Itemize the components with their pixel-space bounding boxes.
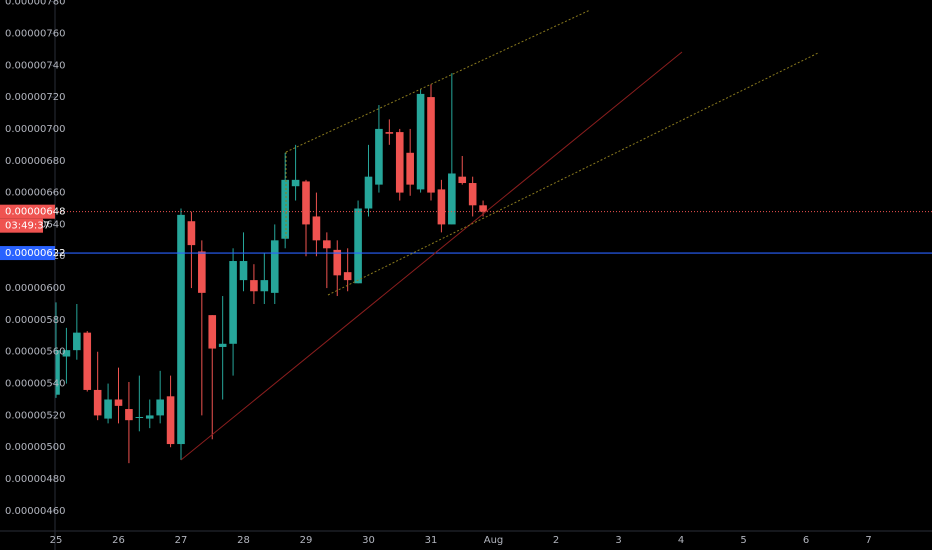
candle-body: [312, 216, 321, 241]
drawings: [180, 9, 819, 461]
y-tick-label: 0.00000780: [5, 0, 65, 8]
trend-line: [180, 51, 683, 461]
candle-body: [62, 350, 71, 357]
x-axis-panel: [0, 531, 932, 550]
x-tick-label: 7: [865, 535, 871, 546]
channel-line: [327, 52, 819, 296]
level-tag-label: 0.00000622: [5, 248, 65, 259]
y-tick-label: 0.00000720: [5, 92, 65, 103]
candle-body: [479, 205, 487, 212]
candle-body: [52, 350, 60, 395]
candle-body: [375, 128, 383, 185]
candle-body: [73, 332, 81, 351]
candle-body: [468, 183, 477, 206]
candle-body: [93, 389, 102, 416]
price-tag-label: 0.00000648: [5, 207, 65, 218]
candle-body: [145, 415, 154, 419]
y-tick-label: 0.00000480: [5, 474, 65, 485]
x-tick-label: 4: [678, 535, 684, 546]
candle-body: [281, 179, 289, 239]
x-tick-label: 25: [50, 535, 63, 546]
y-tick-label: 0.00000680: [5, 156, 65, 167]
candle-body: [458, 176, 467, 184]
candle-body: [333, 249, 342, 276]
candle-body: [302, 181, 310, 225]
y-tick-label: 0.00000740: [5, 60, 65, 71]
candle-body: [239, 261, 248, 281]
candle-body: [385, 132, 394, 134]
x-tick-label: 6: [803, 535, 809, 546]
x-tick-label: 31: [425, 535, 438, 546]
candle-body: [156, 399, 164, 416]
y-tick-label: 0.00000660: [5, 188, 65, 199]
candle-body: [229, 261, 237, 344]
y-tick-label: 0.00000700: [5, 124, 65, 135]
y-tick-label: 0.00000560: [5, 347, 65, 358]
candle-body: [395, 132, 404, 193]
x-tick-label: 28: [237, 535, 250, 546]
y-tick-label: 0.00000760: [5, 28, 65, 39]
candle-body: [343, 272, 352, 281]
candle-body: [354, 208, 362, 284]
level-tag: [0, 246, 55, 261]
candle-body: [250, 280, 258, 292]
candle-body: [198, 251, 206, 293]
candle-body: [416, 93, 425, 190]
price-tag: [0, 204, 55, 219]
candle-body: [406, 152, 414, 185]
candle-body: [125, 409, 133, 421]
price-tags: 0.00000648 03:49:37 0.00000622: [0, 204, 65, 261]
candle-body: [114, 399, 123, 406]
candle-body: [187, 221, 196, 246]
y-tick-label: 0.00000460: [5, 506, 65, 517]
x-tick-label: 29: [300, 535, 313, 546]
plot-area: [52, 73, 932, 464]
x-tick-label: 30: [362, 535, 375, 546]
x-tick-label: 26: [112, 535, 125, 546]
candle-body: [291, 179, 300, 187]
candle-body: [83, 332, 92, 390]
candle-body: [166, 396, 175, 445]
x-tick-label: 27: [175, 535, 188, 546]
x-tick-label: 5: [740, 535, 746, 546]
candle-body: [218, 343, 227, 347]
candle-body: [364, 176, 373, 209]
candle-body: [135, 416, 144, 418]
y-tick-label: 0.00000540: [5, 379, 65, 390]
candle-body: [208, 315, 217, 349]
x-tick-label: Aug: [484, 535, 504, 546]
candle-body: [323, 240, 331, 249]
countdown-tag: [0, 218, 43, 233]
y-tick-label: 0.00000600: [5, 283, 65, 294]
y-tick-label: 0.00000580: [5, 315, 65, 326]
x-tick-label: 2: [553, 535, 559, 546]
candle-body: [177, 214, 185, 445]
candle-body: [427, 97, 435, 193]
y-axis-panel: [0, 0, 55, 550]
candle-body: [270, 240, 279, 293]
x-tick-label: 3: [615, 535, 621, 546]
countdown-label: 03:49:37: [5, 221, 50, 232]
y-tick-label: 0.00000500: [5, 442, 65, 453]
candle-body: [437, 189, 446, 225]
candle-body: [448, 173, 456, 225]
candle-body: [260, 280, 269, 292]
y-tick-label: 0.00000520: [5, 410, 65, 421]
candle-body: [104, 399, 112, 419]
